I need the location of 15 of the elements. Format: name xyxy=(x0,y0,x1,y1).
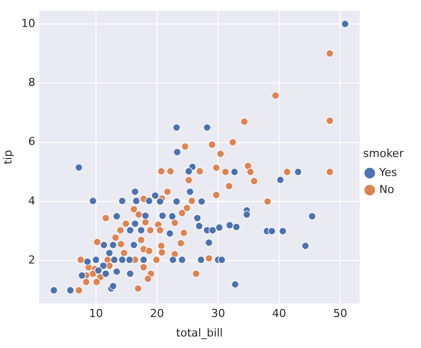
x-tick-label: 10 xyxy=(88,307,103,320)
legend-label: No xyxy=(379,182,394,196)
x-tick-label: 50 xyxy=(333,307,348,320)
y-tick-label: 6 xyxy=(28,135,36,148)
y-tick-label: 2 xyxy=(28,254,36,267)
x-axis-title: total_bill xyxy=(176,326,223,340)
y-tick-label: 4 xyxy=(28,194,36,208)
legend-label: Yes xyxy=(378,166,398,179)
legend-title: smoker xyxy=(363,146,404,160)
y-tick-label: 8 xyxy=(28,76,36,89)
y-tick-label: 10 xyxy=(21,16,36,30)
x-tick-label: 30 xyxy=(211,307,226,320)
y-axis-title: tip xyxy=(1,150,14,164)
x-tick-label: 40 xyxy=(272,307,286,320)
x-tick-label: 20 xyxy=(150,307,164,320)
